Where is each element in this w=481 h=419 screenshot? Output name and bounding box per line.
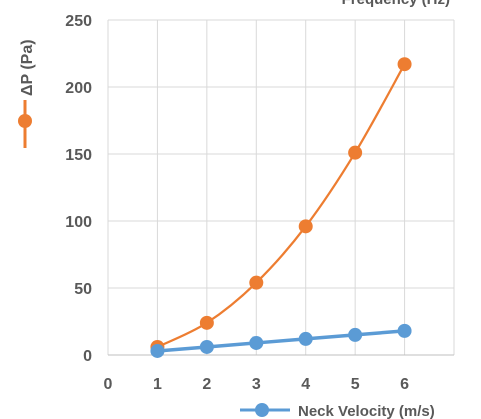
x-tick-label-6: 6 xyxy=(400,376,409,393)
x-tick-label-0: 0 xyxy=(104,376,113,393)
series-1-point-4 xyxy=(298,331,313,346)
tick-labels: 0 50 100 150 200 250 0 1 2 3 4 5 6 xyxy=(65,13,409,393)
x-tick-label-4: 4 xyxy=(301,376,310,393)
y-tick-label-250: 250 xyxy=(65,13,92,30)
y-tick-label-100: 100 xyxy=(65,214,92,231)
y-tick-label-200: 200 xyxy=(65,80,92,97)
x-tick-label-1: 1 xyxy=(153,376,162,393)
y-tick-label-50: 50 xyxy=(74,281,92,298)
series-1-point-3 xyxy=(249,335,264,350)
x-tick-label-3: 3 xyxy=(252,376,261,393)
series-0-point-3 xyxy=(249,275,264,290)
legend: Frequency (Hz) ΔP (Pa) Neck Velocity (m/… xyxy=(18,0,450,419)
legend-label-velocity: Neck Velocity (m/s) xyxy=(298,403,435,419)
series-group xyxy=(150,57,412,358)
series-0-point-4 xyxy=(298,219,313,234)
series-0-point-6 xyxy=(397,57,412,72)
legend-entry-pressure: ΔP (Pa) xyxy=(18,39,36,148)
legend-label-frequency: Frequency (Hz) xyxy=(342,0,450,8)
legend-velocity-marker xyxy=(255,403,269,417)
series-1-point-5 xyxy=(348,327,363,342)
y-tick-label-150: 150 xyxy=(65,147,92,164)
gridlines xyxy=(107,19,455,355)
series-1-line xyxy=(157,329,405,353)
series-0-line xyxy=(156,63,406,348)
legend-entry-velocity: Neck Velocity (m/s) xyxy=(240,403,435,419)
series-0-point-5 xyxy=(348,145,363,160)
x-tick-label-5: 5 xyxy=(351,376,360,393)
series-1-point-6 xyxy=(397,323,412,338)
series-0-point-2 xyxy=(199,315,214,330)
y-tick-label-0: 0 xyxy=(83,348,92,365)
legend-entry-top: Frequency (Hz) xyxy=(342,0,450,8)
legend-label-pressure: ΔP (Pa) xyxy=(19,39,36,96)
legend-pressure-marker xyxy=(18,114,32,128)
x-tick-label-2: 2 xyxy=(202,376,211,393)
series-1-point-1 xyxy=(150,343,165,358)
series-1-point-2 xyxy=(199,339,214,354)
